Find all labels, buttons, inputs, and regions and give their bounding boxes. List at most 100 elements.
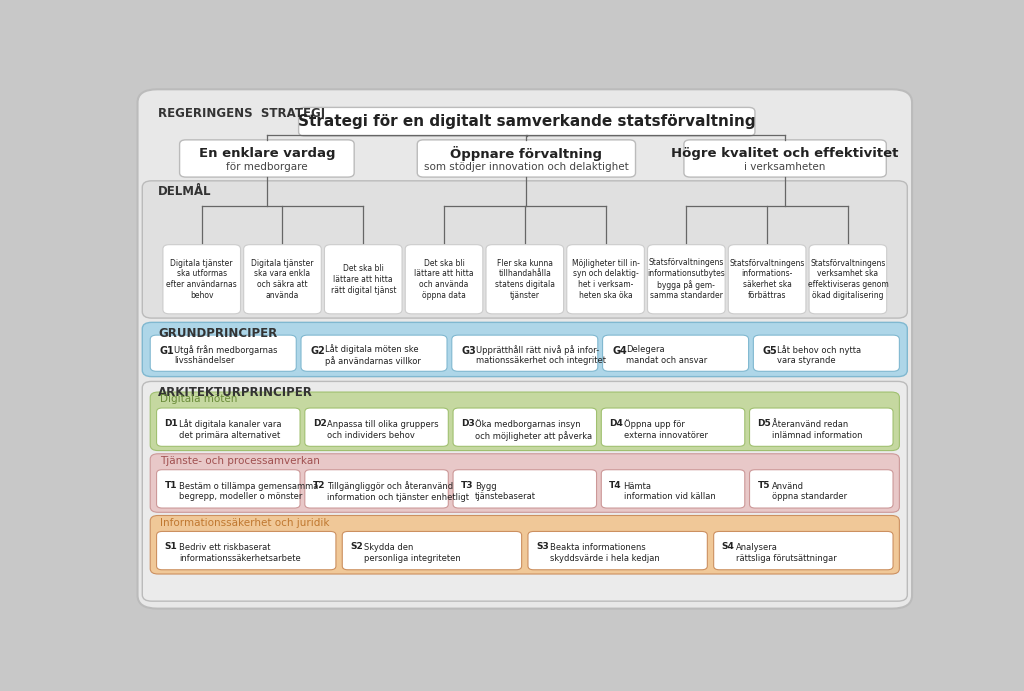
Text: Möjligheter till in-
syn och delaktig-
het i verksam-
heten ska öka: Möjligheter till in- syn och delaktig- h… bbox=[571, 258, 640, 300]
Text: T1: T1 bbox=[165, 480, 177, 489]
FancyBboxPatch shape bbox=[406, 245, 483, 314]
FancyBboxPatch shape bbox=[647, 245, 725, 314]
Text: S3: S3 bbox=[536, 542, 549, 551]
Text: Det ska bli
lättare att hitta
rätt digital tjänst: Det ska bli lättare att hitta rätt digit… bbox=[331, 264, 396, 294]
Text: REGERINGENS  STRATEGI: REGERINGENS STRATEGI bbox=[158, 107, 326, 120]
FancyBboxPatch shape bbox=[602, 335, 749, 371]
FancyBboxPatch shape bbox=[601, 470, 744, 508]
FancyBboxPatch shape bbox=[754, 335, 899, 371]
FancyBboxPatch shape bbox=[244, 245, 322, 314]
Text: Digitala möten: Digitala möten bbox=[160, 394, 238, 404]
Text: D3: D3 bbox=[461, 419, 475, 428]
Text: Tjänste- och processamverkan: Tjänste- och processamverkan bbox=[160, 456, 319, 466]
Text: Låt behov och nytta
vara styrande: Låt behov och nytta vara styrande bbox=[777, 345, 861, 366]
Text: Strategi för en digitalt samverkande statsförvaltning: Strategi för en digitalt samverkande sta… bbox=[298, 114, 756, 129]
Text: Använd
öppna standarder: Använd öppna standarder bbox=[772, 482, 847, 502]
Text: Anpassa till olika gruppers
och individers behov: Anpassa till olika gruppers och individe… bbox=[327, 420, 438, 439]
Text: Digitala tjänster
ska utformas
efter användarnas
behov: Digitala tjänster ska utformas efter anv… bbox=[166, 258, 238, 300]
Text: GRUNDPRINCIPER: GRUNDPRINCIPER bbox=[158, 327, 278, 339]
Text: Bygg
tjänstebaserat: Bygg tjänstebaserat bbox=[475, 482, 537, 502]
Text: Hämta
information vid källan: Hämta information vid källan bbox=[624, 482, 716, 502]
Text: i verksamheten: i verksamheten bbox=[744, 162, 825, 171]
Text: T3: T3 bbox=[461, 480, 473, 489]
Text: Öppna upp för
externa innovatörer: Öppna upp för externa innovatörer bbox=[624, 419, 708, 440]
Text: D1: D1 bbox=[165, 419, 178, 428]
Text: En enklare vardag: En enklare vardag bbox=[199, 146, 335, 160]
FancyBboxPatch shape bbox=[305, 408, 449, 446]
Text: ARKITEKTURPRINCIPER: ARKITEKTURPRINCIPER bbox=[158, 386, 313, 399]
FancyBboxPatch shape bbox=[142, 322, 907, 377]
Text: Skydda den
personliga integriteten: Skydda den personliga integriteten bbox=[365, 543, 461, 563]
Text: G4: G4 bbox=[612, 346, 627, 357]
Text: för medborgare: för medborgare bbox=[226, 162, 307, 171]
FancyBboxPatch shape bbox=[151, 515, 899, 574]
Text: D2: D2 bbox=[312, 419, 327, 428]
Text: G5: G5 bbox=[763, 346, 777, 357]
FancyBboxPatch shape bbox=[301, 335, 447, 371]
Text: S1: S1 bbox=[165, 542, 177, 551]
Text: Statsförvaltningens
informations-
säkerhet ska
förbättras: Statsförvaltningens informations- säkerh… bbox=[729, 258, 805, 300]
Text: G2: G2 bbox=[310, 346, 326, 357]
Text: T5: T5 bbox=[758, 480, 770, 489]
Text: G3: G3 bbox=[462, 346, 476, 357]
FancyBboxPatch shape bbox=[157, 470, 300, 508]
Text: Statsförvaltningens
verksamhet ska
effektiviseras genom
ökad digitalisering: Statsförvaltningens verksamhet ska effek… bbox=[808, 258, 888, 300]
FancyBboxPatch shape bbox=[417, 140, 636, 177]
FancyBboxPatch shape bbox=[151, 454, 899, 512]
FancyBboxPatch shape bbox=[299, 107, 755, 136]
FancyBboxPatch shape bbox=[728, 245, 806, 314]
FancyBboxPatch shape bbox=[601, 408, 744, 446]
FancyBboxPatch shape bbox=[750, 408, 893, 446]
FancyBboxPatch shape bbox=[528, 531, 708, 570]
Text: D5: D5 bbox=[758, 419, 771, 428]
Text: Analysera
rättsliga förutsättningar: Analysera rättsliga förutsättningar bbox=[736, 543, 837, 563]
Text: Fler ska kunna
tillhandahålla
statens digitala
tjänster: Fler ska kunna tillhandahålla statens di… bbox=[495, 258, 555, 300]
FancyBboxPatch shape bbox=[305, 470, 449, 508]
FancyBboxPatch shape bbox=[750, 470, 893, 508]
FancyBboxPatch shape bbox=[151, 392, 899, 451]
FancyBboxPatch shape bbox=[151, 335, 296, 371]
Text: DELMÅL: DELMÅL bbox=[158, 185, 212, 198]
Text: Tillgängliggör och återanvänd
information och tjänster enhetligt: Tillgängliggör och återanvänd informatio… bbox=[327, 481, 469, 502]
Text: S2: S2 bbox=[350, 542, 362, 551]
FancyBboxPatch shape bbox=[157, 531, 336, 570]
FancyBboxPatch shape bbox=[137, 89, 912, 609]
Text: Högre kvalitet och effektivitet: Högre kvalitet och effektivitet bbox=[672, 146, 899, 160]
Text: T4: T4 bbox=[609, 480, 622, 489]
Text: Upprätthåll rätt nivå på infor-
mationssäkerhet och integritet: Upprätthåll rätt nivå på infor- mationss… bbox=[475, 345, 605, 366]
Text: som stödjer innovation och delaktighet: som stödjer innovation och delaktighet bbox=[424, 162, 629, 171]
FancyBboxPatch shape bbox=[453, 408, 597, 446]
Text: Återanvänd redan
inlämnad information: Återanvänd redan inlämnad information bbox=[772, 420, 862, 439]
Text: D4: D4 bbox=[609, 419, 624, 428]
Text: T2: T2 bbox=[312, 480, 326, 489]
FancyBboxPatch shape bbox=[566, 245, 644, 314]
FancyBboxPatch shape bbox=[142, 181, 907, 318]
Text: Låt digitala kanaler vara
det primära alternativet: Låt digitala kanaler vara det primära al… bbox=[179, 419, 282, 440]
Text: Digitala tjänster
ska vara enkla
och säkra att
använda: Digitala tjänster ska vara enkla och säk… bbox=[251, 258, 313, 300]
Text: Statsförvaltningens
informationsutbytes
bygga på gem-
samma standarder: Statsförvaltningens informationsutbytes … bbox=[647, 258, 725, 301]
FancyBboxPatch shape bbox=[809, 245, 887, 314]
FancyBboxPatch shape bbox=[157, 408, 300, 446]
FancyBboxPatch shape bbox=[325, 245, 402, 314]
FancyBboxPatch shape bbox=[452, 335, 598, 371]
FancyBboxPatch shape bbox=[714, 531, 893, 570]
Text: S4: S4 bbox=[722, 542, 734, 551]
Text: Utgå från medborgarnas
livsshändelser: Utgå från medborgarnas livsshändelser bbox=[174, 345, 278, 366]
Text: Bestäm o tillämpa gemensamma
begrepp, modeller o mönster: Bestäm o tillämpa gemensamma begrepp, mo… bbox=[179, 482, 318, 502]
FancyBboxPatch shape bbox=[142, 381, 907, 601]
Text: Bedriv ett riskbaserat
informationssäkerhetsarbete: Bedriv ett riskbaserat informationssäker… bbox=[179, 543, 300, 563]
FancyBboxPatch shape bbox=[684, 140, 887, 177]
Text: Det ska bli
lättare att hitta
och använda
öppna data: Det ska bli lättare att hitta och använd… bbox=[415, 258, 474, 300]
FancyBboxPatch shape bbox=[163, 245, 241, 314]
Text: Delegera
mandat och ansvar: Delegera mandat och ansvar bbox=[627, 345, 708, 365]
Text: Öppnare förvaltning: Öppnare förvaltning bbox=[451, 146, 602, 161]
FancyBboxPatch shape bbox=[179, 140, 354, 177]
FancyBboxPatch shape bbox=[486, 245, 563, 314]
FancyBboxPatch shape bbox=[342, 531, 521, 570]
Text: Beakta informationens
skyddsvärde i hela kedjan: Beakta informationens skyddsvärde i hela… bbox=[550, 543, 659, 563]
Text: Öka medborgarnas insyn
och möjligheter att påverka: Öka medborgarnas insyn och möjligheter a… bbox=[475, 419, 593, 441]
Text: Informationssäkerhet och juridik: Informationssäkerhet och juridik bbox=[160, 518, 330, 528]
Text: Låt digitala möten ske
på användarnas villkor: Låt digitala möten ske på användarnas vi… bbox=[325, 344, 421, 366]
FancyBboxPatch shape bbox=[453, 470, 597, 508]
Text: G1: G1 bbox=[160, 346, 174, 357]
